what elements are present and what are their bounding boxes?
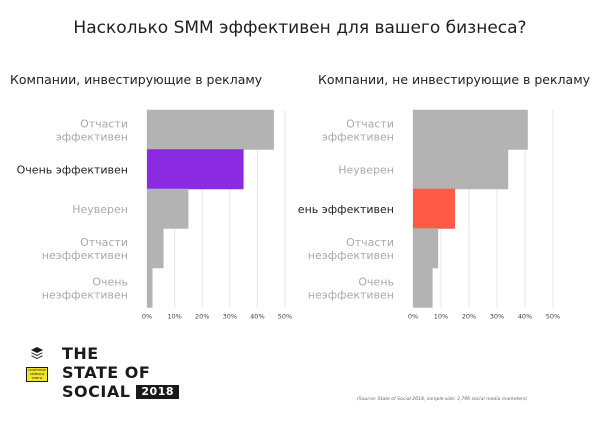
x-tick-label: 40% [250, 313, 264, 321]
x-tick-label: 50% [278, 313, 292, 321]
x-tick-label: 0% [142, 313, 152, 321]
state-of-social-logo: ПОЛЕЗНЫЕ СЕРВИСЫ КНИГИ THE STATE OF SOCI… [24, 344, 194, 414]
bar-2 [147, 188, 189, 229]
category-label: Очень эффективен [298, 203, 394, 216]
category-label: неэффективен [308, 288, 394, 301]
x-tick-label: 20% [195, 313, 209, 321]
publisher-badge: ПОЛЕЗНЫЕ СЕРВИСЫ КНИГИ [26, 367, 48, 382]
category-label: неэффективен [308, 249, 394, 262]
category-label: Очень эффективен [17, 163, 128, 176]
page-title: Насколько SMM эффективен для вашего бизн… [73, 18, 527, 38]
source-note: (Source: State of Social 2018, sample si… [357, 397, 528, 402]
bar-0 [413, 109, 528, 150]
bar-3 [147, 228, 164, 269]
category-label: Очень [358, 275, 394, 288]
layers-icon [31, 347, 43, 359]
x-tick-label: 20% [462, 313, 476, 321]
x-tick-label: 40% [518, 313, 532, 321]
logo-line-2: STATE OF [62, 363, 151, 382]
bar-0 [147, 109, 274, 150]
right-bar-chart: 0% 10% 20% 30% 40% 50%ОтчастиэффективенНеувер… [298, 109, 560, 321]
bar-4 [413, 267, 433, 308]
logo-year-badge: 2018 [136, 385, 180, 399]
x-tick-label: 0% [408, 313, 418, 321]
x-tick-label: 10% [434, 313, 448, 321]
logo-line-3: SOCIAL [62, 382, 131, 401]
category-label: Неуверен [338, 163, 394, 176]
bar-3 [413, 228, 439, 269]
category-label: Отчасти [346, 236, 394, 249]
category-label: Отчасти [346, 117, 394, 130]
x-tick-label: 30% [223, 313, 237, 321]
category-label: неэффективен [42, 249, 128, 262]
category-label: эффективен [56, 130, 128, 143]
x-tick-label: 10% [167, 313, 181, 321]
category-label: Отчасти [80, 117, 128, 130]
left-bar-chart: 0% 10% 20% 30% 40% 50%ОтчастиэффективенОчень … [17, 109, 292, 321]
x-tick-label: 30% [490, 313, 504, 321]
left-chart-title: Компании, инвестирующие в рекламу [10, 72, 263, 87]
category-label: Неуверен [72, 203, 128, 216]
bar-2 [413, 188, 455, 229]
logo-line-1: THE [62, 344, 99, 363]
right-chart-title: Компании, не инвестирующие в рекламу [318, 72, 591, 87]
category-label: Очень [92, 275, 128, 288]
category-label: неэффективен [42, 288, 128, 301]
category-label: Отчасти [80, 236, 128, 249]
bar-4 [147, 267, 153, 308]
bar-1 [413, 149, 509, 190]
bar-1 [147, 149, 244, 190]
category-label: эффективен [322, 130, 394, 143]
x-tick-label: 50% [546, 313, 560, 321]
